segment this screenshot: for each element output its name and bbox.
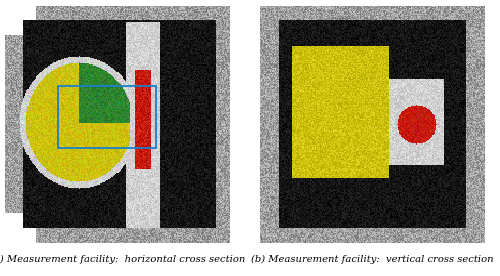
Bar: [58, 86, 156, 148]
Text: (a) Measurement facility:  horizontal cross section: (a) Measurement facility: horizontal cro…: [0, 255, 245, 264]
Text: (b) Measurement facility:  vertical cross section: (b) Measurement facility: vertical cross…: [251, 255, 494, 264]
